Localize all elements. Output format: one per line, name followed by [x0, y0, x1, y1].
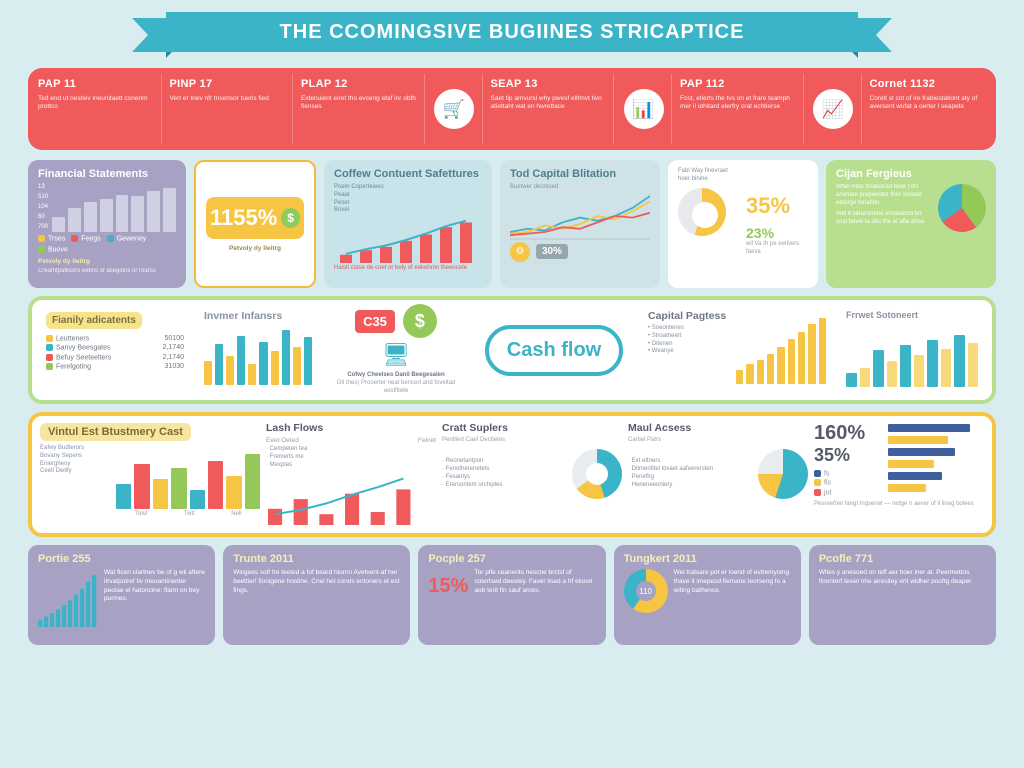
- chart-doc-icon: 📊: [616, 74, 672, 144]
- financial-statements-card: Financial Statements 1351010460700 Trses…: [28, 160, 186, 288]
- percent-badge-card: 1155% $ Petvoly dy lleitrg: [194, 160, 316, 288]
- invmer-title: Invmer Infansrs: [204, 310, 312, 322]
- lash-col-a: Eeet Oeted: [266, 437, 299, 444]
- family-title: Fianily adicatents: [46, 312, 142, 329]
- vintul-title: Vintul Est Btustmery Cast: [40, 423, 191, 441]
- row-3: Fianily adicatents Leutteners50100Sanvy …: [28, 296, 996, 404]
- r4-foot: Pesreefnet fangt Ingsenet — redge n aeve…: [814, 501, 984, 509]
- summary-card-0: Portie 255Wat ficen clartnev be of g wil…: [28, 545, 215, 645]
- row-5: Portie 255Wat ficen clartnev be of g wil…: [28, 545, 996, 645]
- lash-chart: [266, 471, 424, 525]
- cashflow-pill: Cash flow: [485, 325, 623, 376]
- cratt-title: Cratt Suplers: [442, 422, 622, 434]
- coffew-note: Haistl ctase de coet or bely of eekehmn …: [334, 265, 482, 273]
- step-strip: PAP 11Ted end ut nestiev ineunitaett con…: [28, 68, 996, 150]
- title-ribbon: THE CCOMINGSIVE BUGIINES STRICAPTICE: [132, 12, 892, 58]
- donut-small-note: wil Va th pe eetlvers faeva: [746, 241, 808, 257]
- r4-big1: 160%: [814, 422, 878, 445]
- lash-col-b: Felnet: [418, 437, 436, 444]
- step-pinp17: PINP 17Vert er tnev nfr tnsensor tueris …: [164, 74, 294, 144]
- step-pap112: PAP 112Fost, etierts the tvs on et frare…: [674, 74, 804, 144]
- gear-icon: ⚙: [510, 242, 530, 262]
- summary-card-2: Pocple 25715%Tor pfle ceanerits nescne b…: [418, 545, 605, 645]
- card-title: Financial Statements: [38, 168, 176, 180]
- coffew-card: Coffew Contuent Safettures Poem Copertei…: [324, 160, 492, 288]
- dollar-icon: $: [403, 304, 437, 338]
- summary-card-4: Pcofle 771Wites y anesoed on teff aer ho…: [809, 545, 996, 645]
- fin-sub: Petvoly dy lleitrg: [38, 258, 176, 266]
- dollar-icon: $: [281, 208, 300, 228]
- card-title: Cijan Fergieus: [836, 168, 986, 180]
- fin-note: Creamtpatksors eetins of atiegoins or ro…: [38, 268, 176, 276]
- step-seap13: SEAP 13Saet tip amvursl why pwesf elltmv…: [485, 74, 615, 144]
- card-title: Coffew Contuent Safettures: [334, 168, 482, 180]
- cap-pct: 30%: [536, 244, 568, 259]
- maul-title: Maul Acsess: [628, 422, 808, 434]
- step-pap11: PAP 11Ted end ut nestiev ineunitaett con…: [32, 74, 162, 144]
- monitor-icon: 🖥: [382, 342, 410, 368]
- maul-pie: [758, 449, 808, 499]
- center-title: Cofwy Cheelses Danil Beegesalen: [347, 372, 444, 380]
- r3r-title: Frrwet Sotoneert: [846, 310, 978, 320]
- step-cornet1132: Cornet 1132Coretl st cot of ire frabiest…: [864, 74, 993, 144]
- badge-value: 1155%: [210, 205, 277, 231]
- pie-desc2: Wel lf setuminene imvataond fer sost bew…: [836, 211, 932, 227]
- center-sub: GIl thes) Prooerter neat bencert and fov…: [332, 380, 460, 396]
- row-2: Financial Statements 1351010460700 Trses…: [28, 160, 996, 288]
- donut-small: 23%: [746, 225, 774, 241]
- card-title: Tod Capital Blitation: [510, 168, 650, 180]
- pie-chart: [938, 184, 986, 232]
- donut-lead: Fabl Way finevraet hoer binine: [678, 168, 740, 184]
- donut-big: 35%: [746, 193, 808, 219]
- summary-card-3: Tungkert 2011110Wel tratsare pot er loen…: [614, 545, 801, 645]
- basket-icon: 🛒: [427, 74, 483, 144]
- maul-sub: Cartiel Patrs: [628, 437, 808, 445]
- row-4: Vintul Est Btustmery Cast Eafwy Budteror…: [28, 412, 996, 537]
- cap-sub: Buetwer decresed: [510, 184, 650, 192]
- step-plap12: PLAP 12Extenuient eiret tho evceng etaf …: [295, 74, 425, 144]
- lash-title: Lash Flows: [266, 422, 436, 434]
- coffew-mixed-chart: [334, 217, 482, 263]
- capital-card: Tod Capital Blitation Buetwer decresed ⚙…: [500, 160, 660, 288]
- summary-card-1: Trunte 2011Wicgees solf fre teeted a fof…: [223, 545, 410, 645]
- cratt-sub: Pentliert Caef Dectietes: [442, 437, 622, 445]
- percent-badge: 1155% $: [206, 197, 304, 239]
- pie-desc1: Whel Pete forationad terer t drf anonare…: [836, 184, 932, 207]
- pie-card: Cijan Fergieus Whel Pete forationad tere…: [826, 160, 996, 288]
- growth-icon: 📈: [806, 74, 862, 144]
- r4-big2: 35%: [814, 445, 878, 466]
- badge-sub: Petvoly dy lleitrg: [206, 245, 304, 253]
- donut-card: Fabl Way finevraet hoer binine 35% 23% w…: [668, 160, 818, 288]
- page-title: THE CCOMINGSIVE BUGIINES STRICAPTICE: [166, 12, 858, 52]
- cp-title: Capital Pagtess: [648, 310, 728, 322]
- capital-line-chart: [510, 192, 650, 240]
- center-badge: C35: [355, 310, 395, 333]
